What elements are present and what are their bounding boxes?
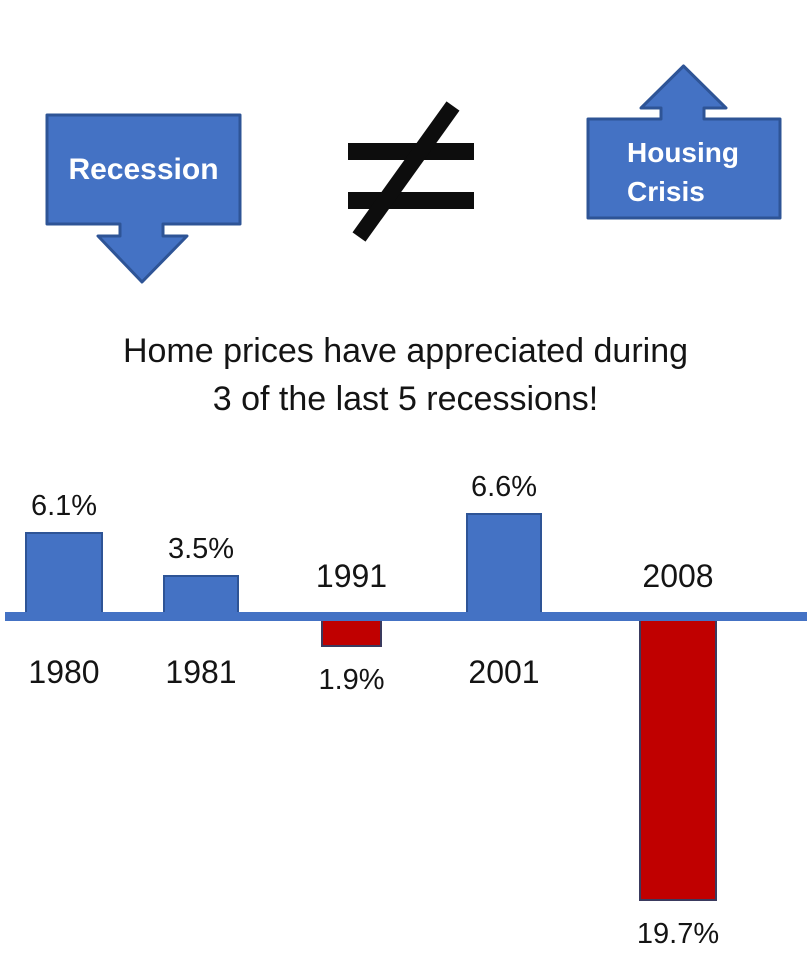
housing-crisis-label: Housing Crisis — [627, 133, 739, 211]
value-label-1980: 6.1% — [30, 490, 98, 522]
value-label-2001: 6.6% — [470, 471, 538, 503]
bar-2008 — [639, 616, 717, 901]
bar-2001 — [466, 513, 542, 620]
year-label-1991: 1991 — [315, 558, 388, 594]
value-label-2008: 19.7% — [636, 918, 720, 950]
not-equal-icon — [348, 101, 474, 242]
value-label-1991: 1.9% — [318, 664, 385, 696]
value-label-1981: 3.5% — [167, 533, 235, 565]
year-label-2008: 2008 — [642, 558, 714, 594]
recession-home-price-chart: 6.1% 1980 3.5% 1981 1.9% 1991 6.6% 2001 19.7% 200… — [0, 440, 811, 964]
headline-line-2: 3 of the last 5 recessions! — [212, 380, 599, 418]
top-shapes-graphic — [45, 64, 782, 284]
housing-crisis-up-arrow-shape — [586, 64, 782, 220]
housing-crisis-label-line1: Housing — [627, 137, 739, 168]
recession-down-arrow-shape — [45, 113, 242, 284]
bar-1980 — [25, 532, 103, 620]
recession-label: Recession — [68, 153, 219, 186]
housing-crisis-label-line2: Crisis — [627, 176, 705, 207]
headline: Home prices have appreciated during 3 of… — [0, 327, 811, 423]
headline-line-1: Home prices have appreciated during — [122, 332, 689, 370]
zero-axis-line — [5, 612, 807, 621]
year-label-2001: 2001 — [468, 654, 540, 690]
year-label-1981: 1981 — [165, 654, 237, 690]
year-label-1980: 1980 — [28, 654, 100, 690]
